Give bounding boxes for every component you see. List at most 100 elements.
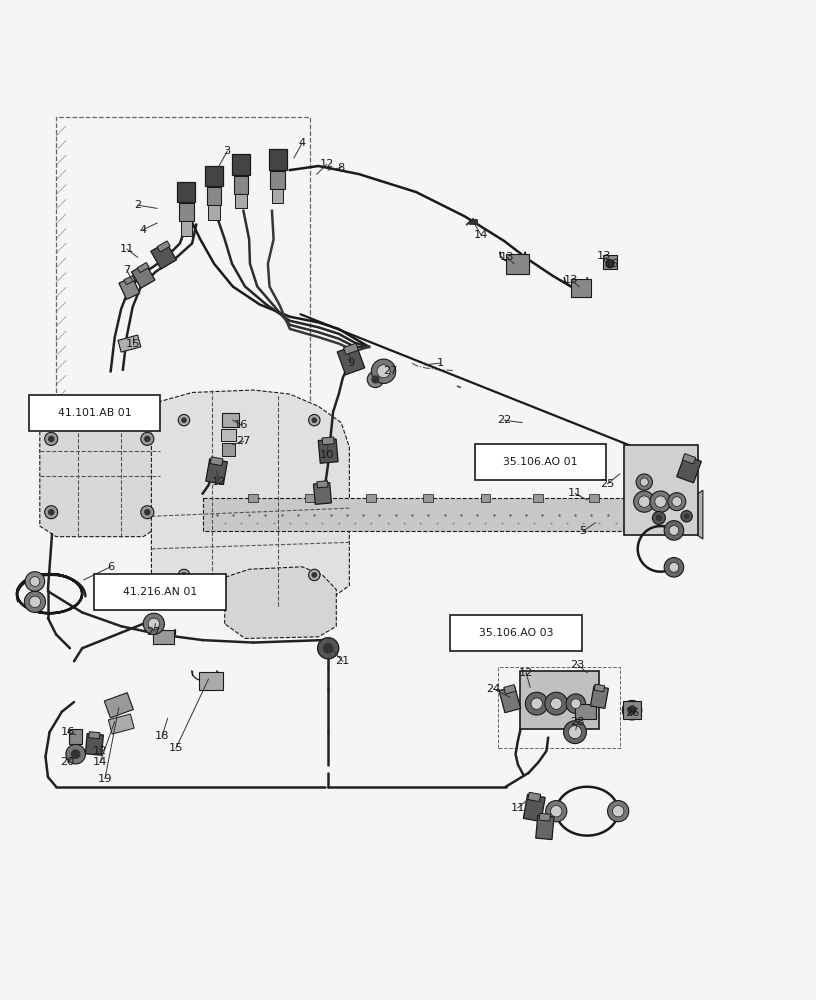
Bar (221, 429, 236, 441)
Text: 11: 11 (568, 488, 583, 498)
Circle shape (526, 692, 548, 715)
Text: 22: 22 (497, 415, 512, 425)
Text: 12: 12 (212, 477, 226, 487)
Circle shape (48, 436, 55, 442)
Text: 14: 14 (93, 757, 107, 767)
Circle shape (664, 558, 684, 577)
Bar (131, 264, 155, 288)
Bar (528, 792, 541, 802)
Bar (344, 343, 358, 355)
Bar (211, 457, 223, 466)
Text: 27: 27 (237, 436, 251, 446)
Circle shape (312, 572, 317, 578)
Circle shape (684, 513, 690, 519)
Text: 35.106.AO 01: 35.106.AO 01 (503, 457, 578, 467)
Bar (506, 254, 529, 274)
FancyBboxPatch shape (450, 615, 582, 651)
Circle shape (545, 692, 568, 715)
Bar (208, 205, 220, 220)
Bar (206, 187, 221, 205)
FancyBboxPatch shape (520, 671, 600, 729)
Circle shape (650, 491, 671, 512)
Bar (503, 685, 516, 694)
Text: 13: 13 (500, 252, 515, 262)
Circle shape (45, 506, 58, 519)
Circle shape (30, 577, 40, 586)
Circle shape (66, 744, 86, 764)
Bar (499, 686, 521, 713)
Bar (575, 704, 596, 719)
Bar (594, 684, 605, 692)
Circle shape (144, 509, 151, 515)
Text: 12: 12 (319, 159, 334, 169)
Text: 8: 8 (338, 163, 345, 173)
Bar (157, 241, 171, 252)
Circle shape (571, 699, 581, 709)
Bar (603, 255, 618, 269)
Text: 16: 16 (60, 727, 75, 737)
Polygon shape (40, 412, 160, 537)
Circle shape (149, 618, 160, 630)
Circle shape (623, 700, 642, 720)
Text: 2: 2 (134, 200, 141, 210)
Bar (623, 701, 641, 719)
Text: 7: 7 (123, 265, 131, 275)
Bar (570, 279, 591, 297)
Circle shape (654, 496, 666, 507)
Text: 10: 10 (319, 450, 334, 460)
Circle shape (323, 643, 334, 654)
Bar (481, 494, 490, 502)
Circle shape (181, 572, 187, 578)
Bar (539, 813, 551, 821)
Text: 15: 15 (169, 743, 183, 753)
Text: 18: 18 (155, 731, 169, 741)
Polygon shape (202, 498, 693, 531)
Text: 3: 3 (224, 146, 231, 156)
Text: 15: 15 (126, 339, 140, 349)
Text: 23: 23 (570, 660, 584, 670)
Bar (109, 714, 134, 734)
Bar (235, 194, 246, 208)
Bar (232, 154, 250, 175)
Circle shape (546, 801, 567, 822)
Bar (205, 166, 223, 186)
Bar (589, 494, 599, 502)
Bar (119, 277, 140, 299)
Circle shape (144, 436, 151, 442)
Text: 4: 4 (140, 225, 147, 235)
Bar (322, 437, 335, 445)
Circle shape (628, 705, 637, 715)
Text: 27: 27 (147, 627, 161, 637)
Bar (151, 242, 176, 269)
Bar (644, 494, 653, 502)
Circle shape (377, 365, 390, 378)
Text: 16: 16 (234, 420, 248, 430)
FancyBboxPatch shape (95, 574, 225, 610)
Bar (206, 459, 228, 484)
Circle shape (655, 515, 662, 521)
Bar (137, 262, 149, 273)
Text: 4: 4 (299, 138, 306, 148)
Text: 41.216.AN 01: 41.216.AN 01 (123, 587, 197, 597)
Text: 19: 19 (98, 774, 113, 784)
Bar (676, 455, 702, 483)
Circle shape (664, 521, 684, 540)
Text: 9: 9 (348, 358, 355, 368)
Circle shape (141, 432, 154, 445)
Bar (272, 189, 283, 203)
Text: 25: 25 (601, 479, 614, 489)
Text: 35.106.AO 03: 35.106.AO 03 (479, 628, 553, 638)
Circle shape (144, 613, 165, 634)
Circle shape (71, 749, 81, 759)
Circle shape (566, 694, 586, 713)
Text: 13: 13 (564, 275, 579, 285)
Text: 16: 16 (605, 259, 619, 269)
Bar (104, 693, 133, 718)
Circle shape (636, 474, 652, 490)
Text: 21: 21 (335, 656, 350, 666)
Bar (153, 630, 174, 644)
Text: 11: 11 (511, 803, 526, 813)
Bar (268, 149, 286, 170)
Text: 27: 27 (383, 366, 397, 376)
Circle shape (24, 591, 46, 612)
